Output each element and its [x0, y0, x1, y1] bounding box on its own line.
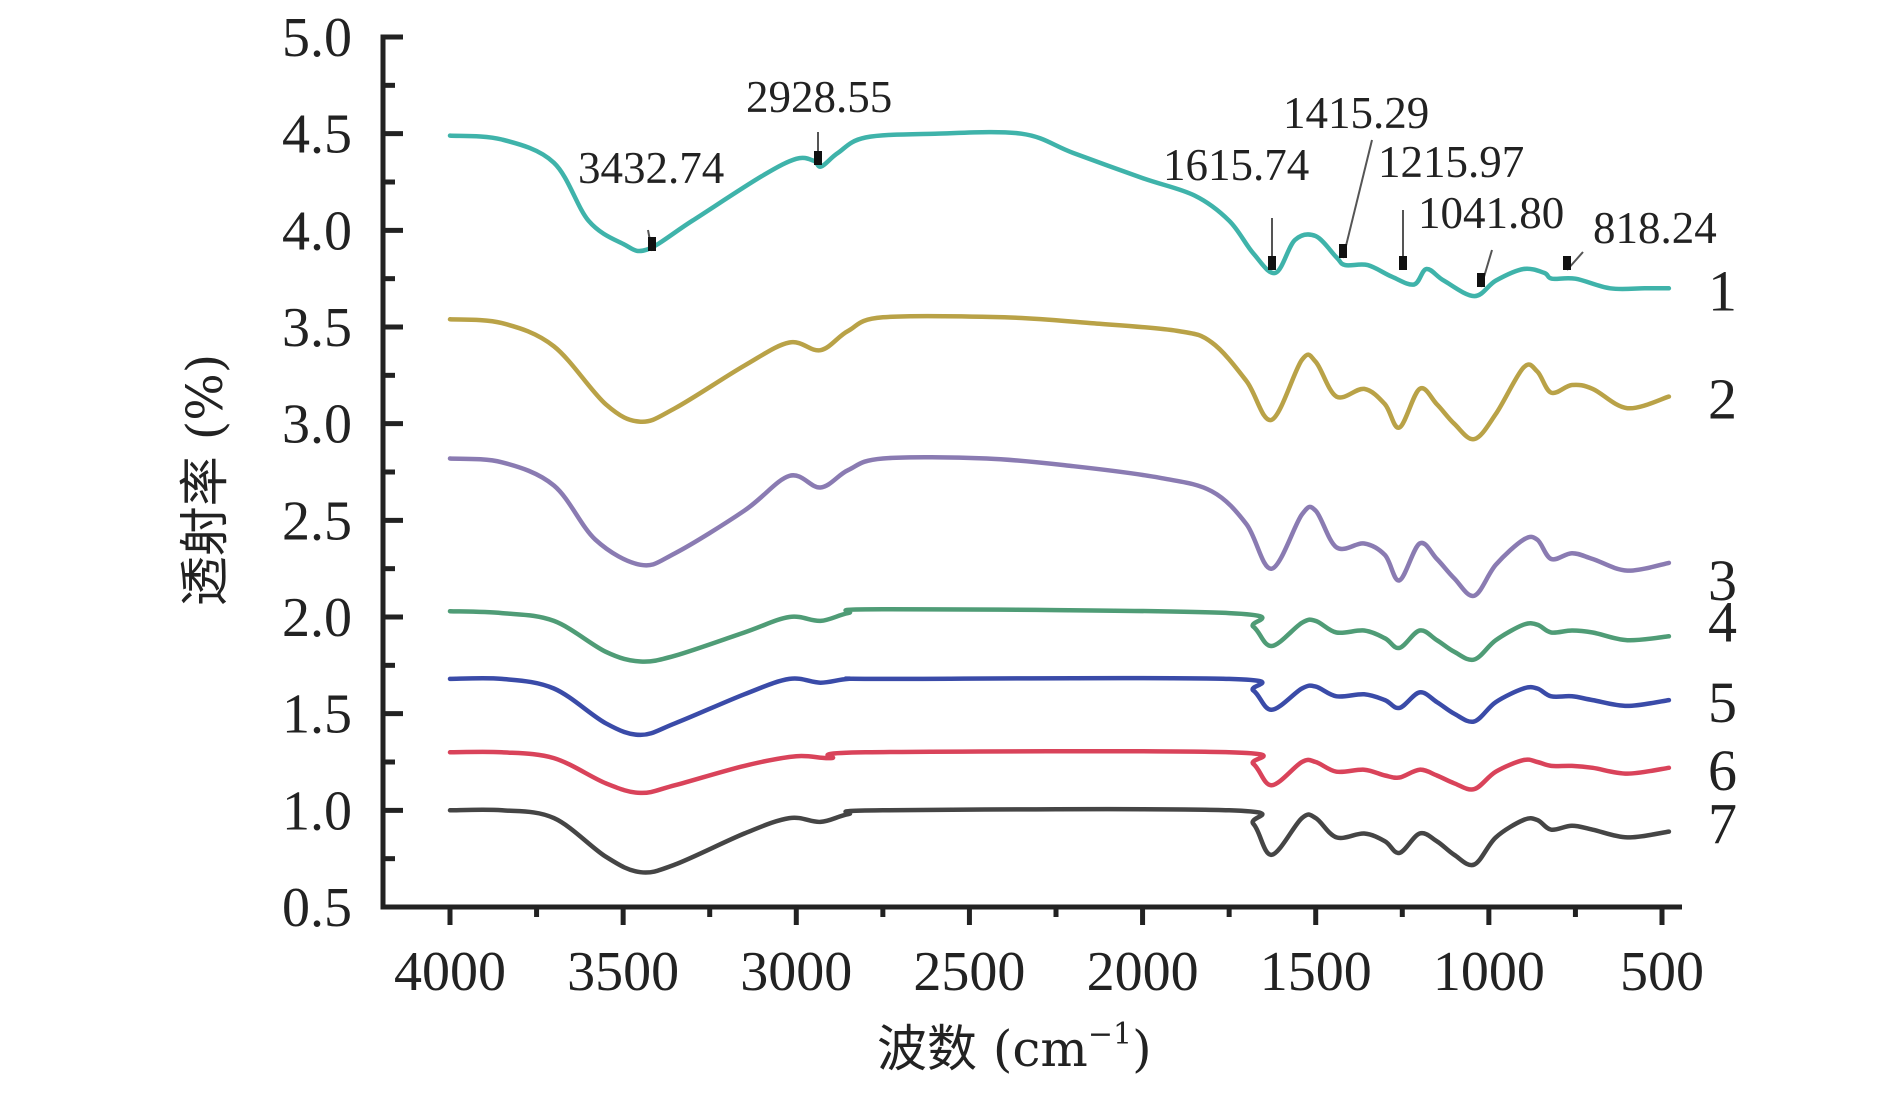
x-tick-label: 4000	[394, 941, 506, 1003]
y-tick-label: 2.0	[282, 587, 352, 649]
peak-annotations: 3432.74 2928.55 1615.741415.291215.971041.…	[578, 72, 1717, 288]
series-label-5: 5	[1708, 670, 1737, 735]
series-labels: 1 2 34 567	[1708, 258, 1737, 856]
annotation-arrow-head	[1268, 256, 1276, 270]
series-label-6: 6	[1708, 738, 1737, 803]
peak-annotation: 1041.80	[1418, 188, 1564, 288]
x-tick-label: 1000	[1433, 941, 1545, 1003]
y-tick-label: 0.5	[282, 877, 352, 939]
peak-annotation: 1415.29	[1283, 88, 1429, 259]
x-tick-label: 3500	[567, 941, 679, 1003]
peak-annotation: 2928.55	[746, 72, 892, 165]
peak-annotation: 1615.74	[1163, 140, 1309, 270]
annotation-label: 1215.97	[1378, 137, 1524, 187]
series-line-7	[447, 806, 1672, 875]
series-line-2	[447, 313, 1672, 442]
annotation-arrow-head	[1339, 244, 1347, 258]
axes-frame	[380, 34, 1682, 910]
annotation-label: 1415.29	[1283, 88, 1429, 138]
annotation-label: 818.24	[1593, 203, 1717, 253]
x-tick-label: 2500	[913, 941, 1025, 1003]
series-label-3: 3	[1708, 548, 1737, 613]
annotation-label: 1615.74	[1163, 140, 1309, 190]
annotation-arrow-head	[648, 237, 656, 251]
series-line-1	[447, 129, 1672, 299]
peak-annotation: 1215.97	[1378, 137, 1524, 270]
annotation-arrow-head	[1563, 256, 1571, 270]
series-label-1: 1	[1708, 258, 1737, 323]
x-tick-labels: 4000 3500 3000 2500 2000 1500 1000 500	[394, 941, 1704, 1003]
series-curves	[447, 129, 1672, 875]
y-tick-label: 1.5	[282, 684, 352, 746]
series-label-2: 2	[1708, 367, 1737, 432]
x-tick-label: 3000	[740, 941, 852, 1003]
y-tick-label: 4.5	[282, 104, 352, 166]
series-line-3	[447, 454, 1672, 599]
x-axis-title-close: )	[1132, 1020, 1152, 1078]
y-tick-label: 4.0	[282, 200, 352, 262]
series-label-4: 4	[1708, 589, 1737, 654]
y-tick-label: 5.0	[282, 7, 352, 69]
annotation-label: 1041.80	[1418, 188, 1564, 238]
y-axis-title: 透射率 (%)	[176, 354, 234, 606]
peak-annotation: 818.24	[1563, 203, 1717, 271]
annotation-arrow-line	[1342, 139, 1373, 259]
y-tick-label: 3.5	[282, 297, 352, 359]
x-tick-label: 500	[1620, 941, 1704, 1003]
series-line-4	[447, 607, 1672, 664]
annotation-arrow-head	[814, 151, 822, 165]
x-axis-title-sup: −1	[1088, 1017, 1132, 1052]
peak-annotation: 3432.74	[578, 143, 724, 252]
y-tick-label: 1.0	[282, 780, 352, 842]
y-tick-labels: 5.0 4.5 4.0 3.5 3.0 2.5 2.0 1.5 1.0 0.5	[282, 7, 352, 939]
x-tick-label: 1500	[1260, 941, 1372, 1003]
annotation-label: 3432.74	[578, 143, 724, 193]
x-tick-label: 2000	[1087, 941, 1199, 1003]
series-label-7: 7	[1708, 792, 1737, 857]
series-line-5	[447, 675, 1672, 738]
y-tick-label: 2.5	[282, 490, 352, 552]
annotation-arrow-head	[1477, 273, 1485, 287]
annotation-label: 2928.55	[746, 72, 892, 122]
x-axis-title: 波数 (cm−1)	[877, 1017, 1152, 1078]
annotation-arrow-head	[1399, 256, 1407, 270]
series-line-6	[447, 748, 1672, 796]
x-axis-title-main: 波数 (cm	[877, 1020, 1088, 1078]
y-tick-label: 3.0	[282, 394, 352, 456]
